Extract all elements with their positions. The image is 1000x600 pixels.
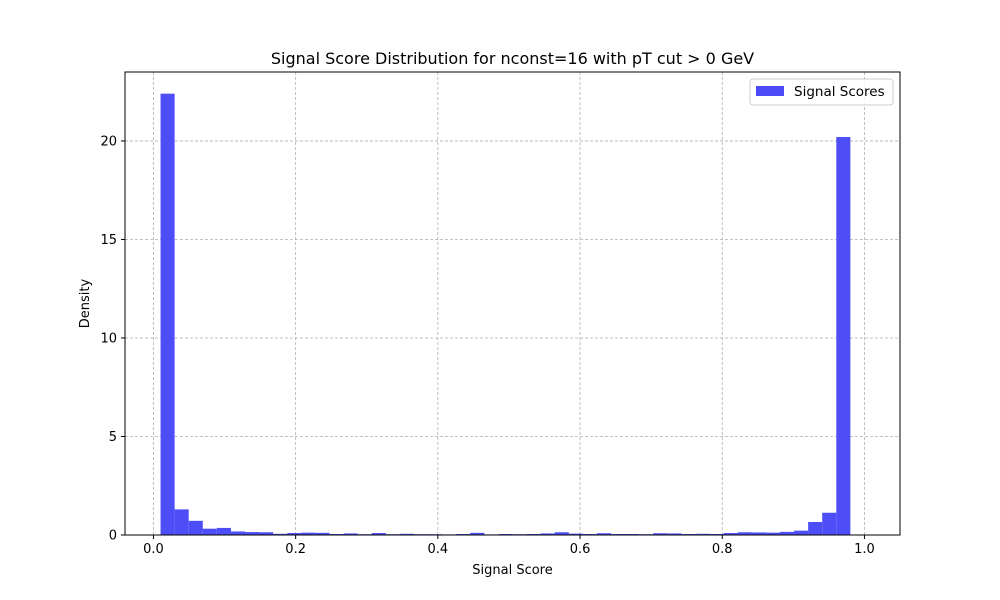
histogram-bar bbox=[315, 532, 330, 535]
histogram-bar bbox=[202, 528, 217, 535]
histogram-bar bbox=[216, 527, 231, 535]
histogram-bar bbox=[540, 533, 555, 535]
x-axis-label: Signal Score bbox=[472, 563, 552, 578]
y-tick-label: 5 bbox=[109, 430, 117, 445]
histogram-bar bbox=[695, 533, 710, 535]
histogram-bar bbox=[765, 532, 780, 535]
histogram-bar bbox=[596, 533, 612, 535]
histogram-bar bbox=[794, 530, 809, 535]
y-tick-label: 10 bbox=[100, 331, 117, 346]
histogram-bar bbox=[343, 533, 358, 535]
histogram-bar bbox=[399, 533, 414, 535]
histogram-bar bbox=[371, 533, 386, 535]
histogram-bar bbox=[667, 533, 682, 535]
plot-frame bbox=[124, 71, 901, 536]
chart-title: Signal Score Distribution for nconst=16 … bbox=[271, 49, 754, 68]
histogram-bar bbox=[301, 532, 316, 535]
y-tick-label: 0 bbox=[109, 529, 117, 544]
histogram-bar bbox=[779, 531, 795, 535]
histogram-bar bbox=[470, 532, 485, 535]
histogram-bar bbox=[568, 533, 583, 535]
histogram-bar bbox=[836, 137, 851, 535]
y-tick-label: 15 bbox=[100, 233, 117, 248]
x-tick-label: 0.0 bbox=[143, 542, 164, 557]
x-tick-label: 1.0 bbox=[854, 542, 875, 557]
histogram-bar bbox=[160, 93, 175, 536]
histogram-bar bbox=[230, 531, 246, 535]
y-tick-label: 20 bbox=[100, 134, 117, 149]
histogram-bar bbox=[808, 521, 823, 535]
histogram-bar bbox=[822, 512, 837, 535]
legend-label: Signal Scores bbox=[794, 84, 885, 100]
histogram-bar bbox=[653, 533, 668, 535]
x-tick-label: 0.6 bbox=[570, 542, 591, 557]
histogram-bar bbox=[287, 533, 302, 535]
legend-box bbox=[749, 78, 894, 106]
legend: Signal Scores bbox=[749, 78, 894, 106]
x-tick-label: 0.2 bbox=[285, 542, 306, 557]
histogram-bar bbox=[751, 532, 766, 535]
x-tick-label: 0.4 bbox=[428, 542, 449, 557]
histogram-bar bbox=[737, 532, 752, 535]
histogram-bar bbox=[723, 533, 738, 535]
histogram-bar bbox=[554, 532, 569, 535]
x-tick-label: 0.8 bbox=[712, 542, 733, 557]
histogram-bar bbox=[174, 509, 189, 535]
histogram-bar bbox=[188, 520, 203, 535]
histogram-bar bbox=[245, 532, 260, 535]
histogram-bars bbox=[160, 93, 851, 536]
legend-swatch bbox=[756, 86, 784, 96]
histogram-bar bbox=[259, 532, 274, 535]
grid-lines bbox=[125, 72, 900, 536]
axis-ticks: 0.0 0.2 0.4 0.6 0.8 1.0 0 5 10 15 20 bbox=[100, 134, 874, 557]
y-axis-label: Density bbox=[78, 278, 93, 328]
histogram-bar bbox=[273, 533, 288, 535]
